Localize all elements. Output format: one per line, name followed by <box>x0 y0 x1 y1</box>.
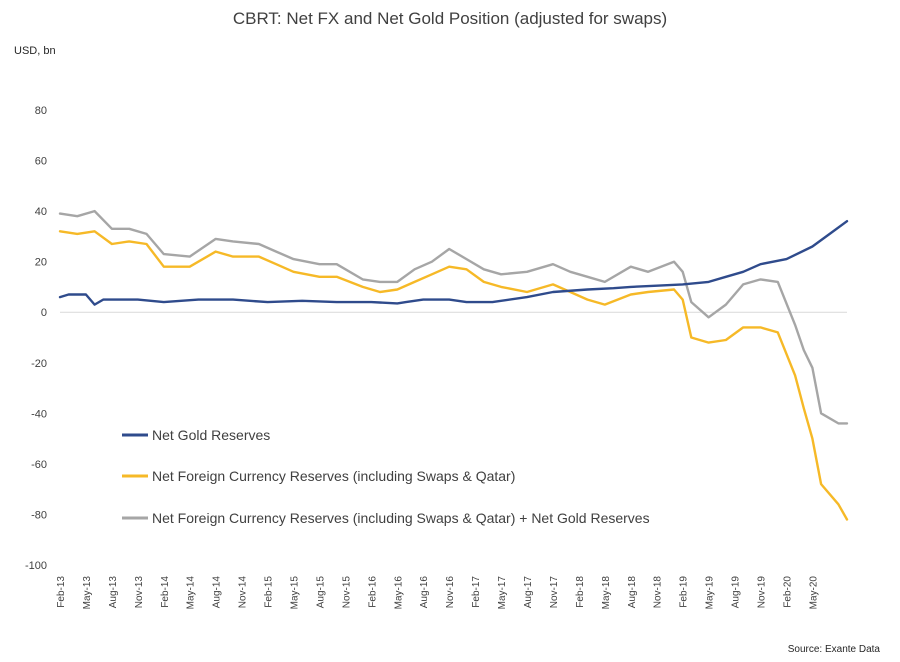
x-tick-label: Feb-14 <box>160 576 171 608</box>
chart-title: CBRT: Net FX and Net Gold Position (adju… <box>233 9 667 28</box>
y-tick-label: -100 <box>25 560 47 572</box>
y-tick-label: 60 <box>35 156 47 168</box>
x-axis-ticks: Feb-13 May-13 Aug-13 Nov-13 Feb-14 May-14 Aug-… <box>56 576 819 610</box>
x-tick-label: Aug-19 <box>731 576 742 609</box>
series-lines <box>58 209 849 521</box>
y-axis-unit-label: USD, bn <box>14 45 56 57</box>
x-tick-label: May-19 <box>705 576 716 610</box>
x-tick-label: Nov-16 <box>445 576 456 609</box>
x-tick-label: Aug-18 <box>627 576 638 609</box>
source-note: Source: Exante Data <box>788 644 881 655</box>
y-tick-label: 20 <box>35 257 47 269</box>
x-tick-label: Feb-16 <box>367 576 378 608</box>
x-tick-label: Aug-14 <box>212 576 223 609</box>
legend-label-gold: Net Gold Reserves <box>152 427 270 443</box>
x-tick-label: May-20 <box>808 576 819 610</box>
x-tick-label: Nov-13 <box>134 576 145 609</box>
y-tick-label: -60 <box>31 459 47 471</box>
y-tick-label: 80 <box>35 105 47 117</box>
y-tick-label: 40 <box>35 206 47 218</box>
y-tick-label: -40 <box>31 408 47 420</box>
x-tick-label: Feb-13 <box>56 576 67 608</box>
x-tick-label: Feb-15 <box>264 576 275 608</box>
x-tick-label: Nov-14 <box>238 576 249 609</box>
x-tick-label: Feb-20 <box>782 576 793 608</box>
y-tick-label: -20 <box>31 358 47 370</box>
series-line-0 <box>58 220 849 306</box>
legend: Net Gold Reserves Net Foreign Currency R… <box>122 427 650 526</box>
series-line-2 <box>58 209 849 425</box>
x-tick-label: May-18 <box>601 576 612 610</box>
x-tick-label: Feb-19 <box>679 576 690 608</box>
x-tick-label: Aug-17 <box>523 576 534 609</box>
x-tick-label: Aug-16 <box>419 576 430 609</box>
x-tick-label: May-15 <box>290 576 301 610</box>
x-tick-label: Nov-17 <box>549 576 560 609</box>
x-tick-label: Nov-15 <box>341 576 352 609</box>
y-tick-label: 0 <box>41 307 47 319</box>
y-tick-label: -80 <box>31 509 47 521</box>
y-axis-ticks: 80 60 40 20 0 -20 -40 -60 -80 -100 <box>25 105 47 572</box>
x-tick-label: May-13 <box>82 576 93 610</box>
x-tick-label: May-16 <box>393 576 404 610</box>
x-tick-label: May-17 <box>497 576 508 610</box>
legend-label-fx: Net Foreign Currency Reserves (including… <box>152 468 515 484</box>
legend-label-fx-plus-gold: Net Foreign Currency Reserves (including… <box>152 510 650 526</box>
series-line-1 <box>58 230 849 521</box>
x-tick-label: Aug-15 <box>315 576 326 609</box>
x-tick-label: Feb-18 <box>575 576 586 608</box>
x-tick-label: Aug-13 <box>108 576 119 609</box>
x-tick-label: May-14 <box>186 576 197 610</box>
x-tick-label: Nov-18 <box>653 576 664 609</box>
x-tick-label: Nov-19 <box>757 576 768 609</box>
x-tick-label: Feb-17 <box>471 576 482 608</box>
